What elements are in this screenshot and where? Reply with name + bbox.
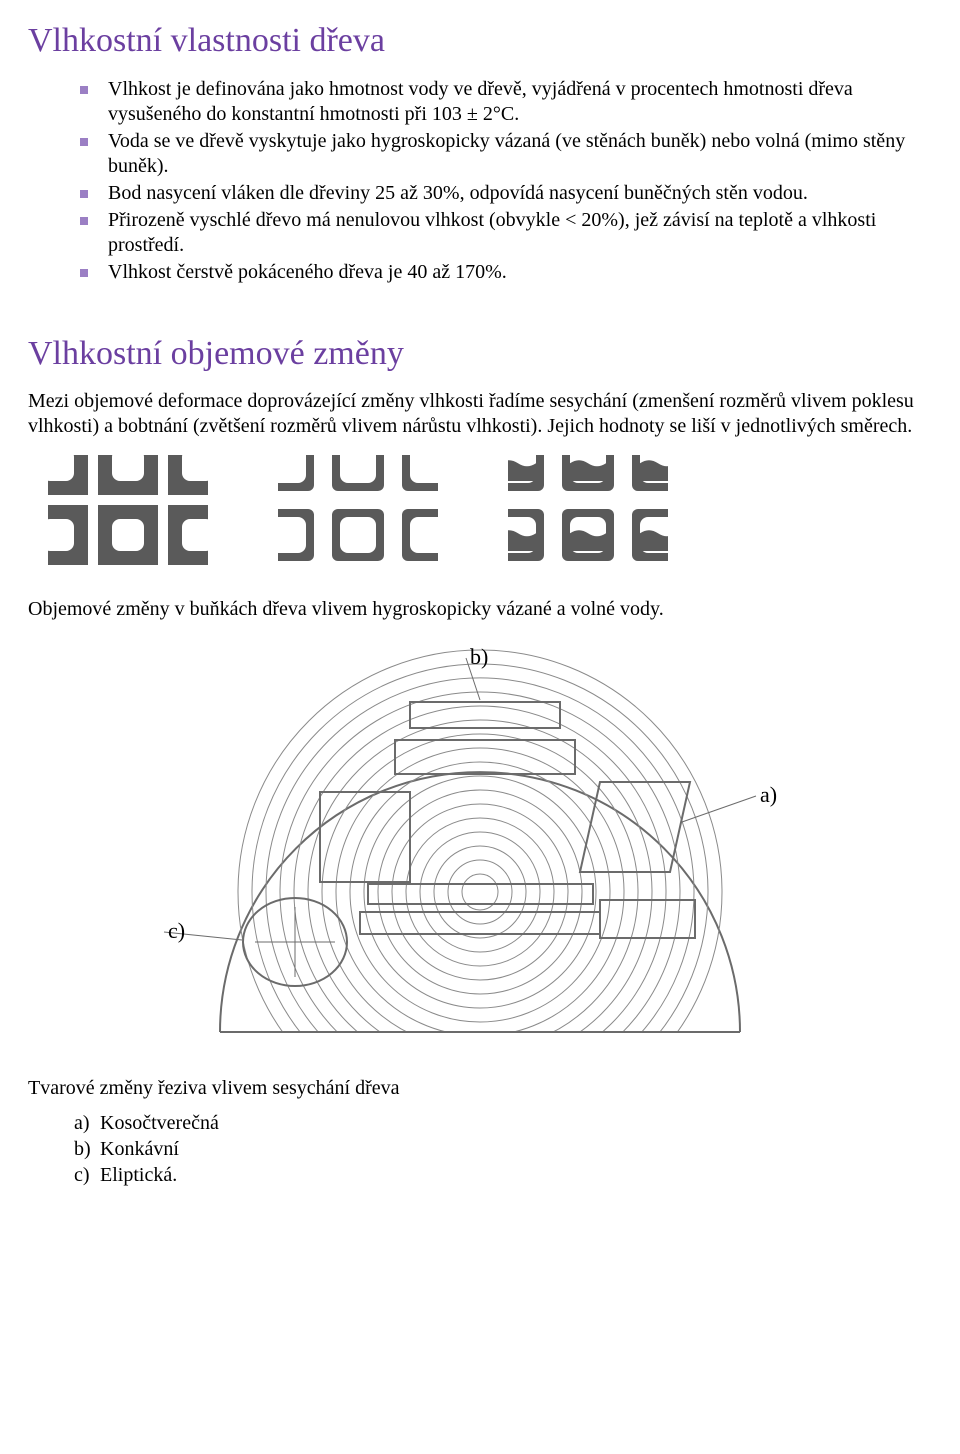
- list-item: Vlhkost čerstvě pokáceného dřeva je 40 a…: [84, 260, 932, 285]
- legend-list: a)Kosočtverečná b)Konkávní c)Eliptická.: [28, 1111, 932, 1188]
- page-title-2: Vlhkostní objemové změny: [28, 333, 932, 376]
- list-item: Voda se ve dřevě vyskytuje jako hygrosko…: [84, 129, 932, 179]
- cell-diagram-row: [48, 455, 932, 575]
- list-item: Vlhkost je definována jako hmotnost vody…: [84, 77, 932, 127]
- properties-list: Vlhkost je definována jako hmotnost vody…: [28, 77, 932, 285]
- cell-caption: Objemové změny v buňkách dřeva vlivem hy…: [28, 597, 932, 622]
- list-item: Přirozeně vyschlé dřevo má nenulovou vlh…: [84, 208, 932, 258]
- legend-item-b: b)Konkávní: [74, 1137, 932, 1162]
- log-cross-section-diagram: b) a) c): [160, 632, 800, 1052]
- svg-text:b): b): [470, 644, 488, 669]
- shape-caption: Tvarové změny řeziva vlivem sesychání dř…: [28, 1076, 932, 1101]
- intro-paragraph: Mezi objemové deformace doprovázející zm…: [28, 389, 932, 439]
- cell-diagram-free: [508, 455, 668, 575]
- page-title-1: Vlhkostní vlastnosti dřeva: [28, 20, 932, 63]
- cell-diagram-dry: [48, 455, 208, 575]
- list-item: Bod nasycení vláken dle dřeviny 25 až 30…: [84, 181, 932, 206]
- legend-item-a: a)Kosočtverečná: [74, 1111, 932, 1136]
- legend-item-c: c)Eliptická.: [74, 1163, 932, 1188]
- svg-text:a): a): [760, 782, 777, 807]
- svg-text:c): c): [168, 918, 185, 943]
- cell-diagram-bound: [278, 455, 438, 575]
